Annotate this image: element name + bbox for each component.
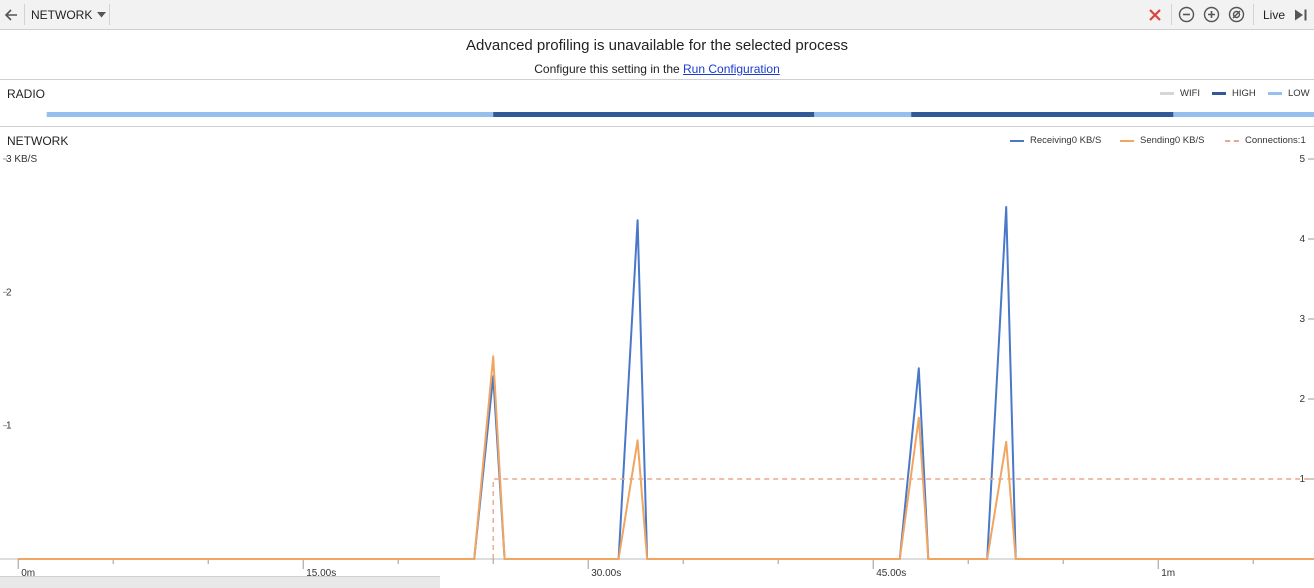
radio-segment-high <box>911 112 1174 117</box>
legend-label: Receiving0 KB/S <box>1030 135 1102 146</box>
banner-subtitle: Configure this setting in the Run Config… <box>0 62 1314 76</box>
banner-title: Advanced profiling is unavailable for th… <box>466 37 848 54</box>
radio-legend-wifi: WIFI <box>1160 88 1200 99</box>
toolbar: NETWORK Live <box>0 0 1314 30</box>
y-left-tick-label: 3 KB/S <box>6 154 37 165</box>
go-to-live-icon[interactable] <box>1294 0 1308 29</box>
profiling-banner: Advanced profiling is unavailable for th… <box>0 30 1314 80</box>
y-right-tick-label: 2 <box>1299 394 1305 405</box>
run-configuration-link[interactable]: Run Configuration <box>683 62 780 76</box>
network-legend-sending: Sending0 KB/S <box>1120 135 1204 146</box>
x-tick-label: 0m <box>21 568 35 579</box>
legend-label: Connections:1 <box>1245 135 1306 146</box>
horizontal-scrollbar[interactable] <box>0 576 440 588</box>
legend-swatch <box>1225 139 1239 142</box>
radio-panel: RADIO WIFI HIGH LOW <box>0 80 1314 127</box>
y-right-tick-label: 4 <box>1299 234 1305 245</box>
legend-swatch <box>1010 139 1024 142</box>
legend-swatch <box>1120 139 1134 142</box>
y-right-tick-label: 5 <box>1299 154 1305 165</box>
radio-segment-low <box>814 112 912 117</box>
monitor-selector-label: NETWORK <box>31 7 93 22</box>
series-line-sending <box>18 355 1314 560</box>
dropdown-caret-icon <box>97 11 107 18</box>
x-tick-label: 45.00s <box>876 568 906 579</box>
legend-swatch <box>1268 92 1282 95</box>
toolbar-divider <box>24 4 25 25</box>
radio-state-bar <box>46 112 1314 117</box>
monitor-selector[interactable]: NETWORK <box>31 0 107 29</box>
close-icon[interactable] <box>1148 0 1162 29</box>
legend-swatch <box>1160 92 1174 95</box>
network-legend-receiving: Receiving0 KB/S <box>1010 135 1101 146</box>
radio-title: RADIO <box>7 87 46 101</box>
radio-segment-high <box>493 112 815 117</box>
live-button[interactable]: Live <box>1263 0 1285 29</box>
x-tick-label: 1m <box>1161 568 1175 579</box>
zoom-in-icon[interactable] <box>1203 0 1220 29</box>
network-chart: 3 KB/S 2 1 5 4 3 2 1 0m 15.00s 30.00s 45.00s 1m <box>0 154 1314 579</box>
back-arrow-icon[interactable] <box>3 0 19 29</box>
network-title: NETWORK <box>7 134 69 148</box>
toolbar-divider <box>109 4 110 25</box>
network-legend-connections: Connections:1 <box>1225 135 1306 146</box>
legend-label: LOW <box>1288 88 1310 99</box>
toolbar-divider <box>1171 4 1172 25</box>
banner-subtitle-text: Configure this setting in the <box>534 62 680 76</box>
y-left-tick-label: 2 <box>6 287 12 298</box>
radio-segment-low <box>46 112 494 117</box>
radio-legend-low: LOW <box>1268 88 1310 99</box>
x-tick-label: 30.00s <box>591 568 621 579</box>
network-panel: NETWORK Receiving0 KB/S Sending0 KB/S Co… <box>0 127 1314 587</box>
live-label: Live <box>1263 7 1286 22</box>
toolbar-divider <box>1253 4 1254 25</box>
legend-swatch <box>1212 92 1226 95</box>
x-tick-label: 15.00s <box>306 568 336 579</box>
legend-label: HIGH <box>1232 88 1256 99</box>
legend-label: WIFI <box>1180 88 1201 99</box>
y-left-tick-label: 1 <box>6 421 12 432</box>
radio-legend-high: HIGH <box>1212 88 1256 99</box>
legend-label: Sending0 KB/S <box>1140 135 1205 146</box>
zoom-out-icon[interactable] <box>1178 0 1195 29</box>
series-line-receiving <box>18 206 1314 560</box>
reset-zoom-icon[interactable] <box>1228 0 1245 29</box>
radio-segment-low <box>1173 112 1314 117</box>
y-right-tick-label: 3 <box>1299 314 1305 325</box>
y-right-tick-label: 1 <box>1299 474 1305 485</box>
